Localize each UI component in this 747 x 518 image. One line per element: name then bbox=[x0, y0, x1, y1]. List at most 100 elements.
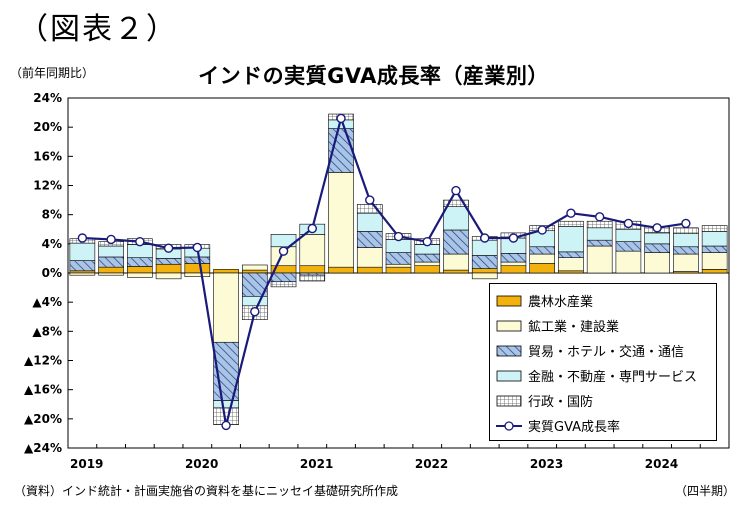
bar-finance bbox=[98, 245, 124, 258]
bar-finance bbox=[356, 212, 383, 232]
x-tick-label: 2022 bbox=[415, 457, 448, 471]
legend-item-mining: 鉱工業・建設業 bbox=[496, 313, 710, 338]
legend-item-finance: 金融・不動産・専門サービス bbox=[496, 363, 710, 388]
legend-item-trade: 貿易・ホテル・交通・通信 bbox=[496, 338, 710, 363]
legend-item-gov: 行政・国防 bbox=[496, 388, 710, 413]
y-tick-label: ▲12% bbox=[24, 354, 62, 368]
bar-agri bbox=[500, 265, 527, 274]
bar-trade bbox=[471, 255, 498, 269]
x-tick-label: 2020 bbox=[185, 457, 218, 471]
bar-mining bbox=[443, 253, 469, 271]
bar-mining bbox=[615, 250, 642, 274]
bar-trade bbox=[98, 256, 124, 268]
chart-title: インドの実質GVA成長率（産業別） bbox=[198, 64, 549, 88]
bar-gov bbox=[443, 199, 469, 207]
gva-point bbox=[77, 233, 88, 243]
bar-mining bbox=[184, 272, 211, 277]
bar-mining bbox=[586, 245, 613, 274]
bar-trade bbox=[586, 239, 613, 247]
bar-agri bbox=[414, 265, 441, 274]
bar-trade bbox=[69, 260, 96, 272]
bar-agri bbox=[471, 268, 498, 274]
bar-trade bbox=[270, 272, 297, 283]
bar-agri bbox=[184, 263, 211, 274]
bar-mining bbox=[500, 261, 527, 267]
bar-mining bbox=[69, 272, 96, 276]
legend-item-gva: 実質GVA成長率 bbox=[496, 413, 710, 438]
gva-line bbox=[82, 114, 687, 426]
legend-swatch-agri bbox=[496, 295, 522, 306]
bar-agri bbox=[213, 269, 239, 274]
bar-trade bbox=[414, 253, 441, 263]
bar-agri bbox=[385, 266, 412, 274]
legend-label-gov: 行政・国防 bbox=[528, 395, 594, 410]
gva-point bbox=[278, 246, 289, 256]
legend-item-agri: 農林水産業 bbox=[496, 288, 710, 313]
y-tick-label: 8% bbox=[42, 208, 62, 222]
y-tick-label: 20% bbox=[33, 120, 62, 134]
bar-gov bbox=[701, 225, 728, 232]
legend-label-gva: 実質GVA成長率 bbox=[528, 420, 621, 435]
bar-gov bbox=[558, 220, 584, 227]
bar-gov bbox=[299, 274, 326, 282]
y-tick-label: ▲20% bbox=[24, 412, 62, 426]
bar-trade bbox=[701, 245, 728, 253]
gva-point bbox=[135, 236, 145, 247]
gva-point bbox=[594, 212, 605, 222]
gva-point bbox=[163, 243, 174, 253]
bar-agri bbox=[98, 266, 124, 274]
gva-point bbox=[451, 185, 461, 196]
bar-mining bbox=[414, 261, 441, 267]
gva-point bbox=[566, 208, 576, 218]
bar-agri bbox=[242, 269, 268, 274]
bar-mining bbox=[529, 253, 555, 264]
bar-trade bbox=[184, 256, 211, 264]
gva-point bbox=[422, 236, 432, 247]
gva-point bbox=[221, 420, 231, 431]
y-tick-label: ▲24% bbox=[24, 441, 62, 455]
figure-label: （図表２） bbox=[18, 12, 178, 47]
bar-mining bbox=[558, 257, 584, 272]
gva-point bbox=[393, 231, 404, 242]
bar-trade bbox=[500, 253, 527, 263]
legend-label-mining: 鉱工業・建設業 bbox=[528, 320, 620, 335]
x-tick-label: 2021 bbox=[300, 457, 333, 471]
gva-point bbox=[365, 195, 375, 205]
bar-agri bbox=[69, 270, 96, 274]
gva-point bbox=[336, 113, 346, 124]
bar-mining bbox=[98, 272, 124, 276]
bar-gov bbox=[673, 227, 699, 234]
bar-finance bbox=[558, 226, 584, 253]
bar-finance bbox=[443, 206, 469, 231]
x-tick-label: 2024 bbox=[645, 457, 678, 471]
gva-point bbox=[307, 223, 317, 234]
bar-mining bbox=[471, 272, 498, 280]
bar-finance bbox=[615, 228, 642, 242]
bar-trade bbox=[673, 246, 699, 255]
bar-finance bbox=[127, 244, 153, 258]
bar-mining bbox=[673, 253, 699, 272]
bar-agri bbox=[356, 266, 383, 274]
bar-trade bbox=[529, 246, 555, 255]
bar-finance bbox=[644, 232, 670, 245]
bar-mining bbox=[385, 263, 412, 268]
y-tick-label: 24% bbox=[33, 91, 62, 105]
bar-trade bbox=[356, 231, 383, 248]
bar-finance bbox=[69, 242, 96, 261]
gva-point bbox=[652, 223, 662, 233]
bar-agri bbox=[127, 266, 153, 274]
bar-trade bbox=[127, 257, 153, 267]
bar-mining bbox=[701, 252, 728, 270]
bar-finance bbox=[673, 233, 699, 248]
source-note: （資料）インド統計・計画実施省の資料を基にニッセイ基礎研究所作成 bbox=[14, 484, 399, 498]
legend-swatch-mining bbox=[496, 320, 522, 331]
y-tick-label: 16% bbox=[33, 149, 62, 163]
bar-trade bbox=[558, 251, 584, 258]
bar-mining bbox=[242, 264, 268, 271]
gva-point bbox=[681, 218, 691, 229]
legend-swatch-finance bbox=[496, 370, 522, 381]
y-tick-label: ▲16% bbox=[24, 383, 62, 397]
bar-agri bbox=[443, 269, 469, 274]
gva-point bbox=[106, 234, 116, 245]
bar-agri bbox=[701, 269, 728, 274]
